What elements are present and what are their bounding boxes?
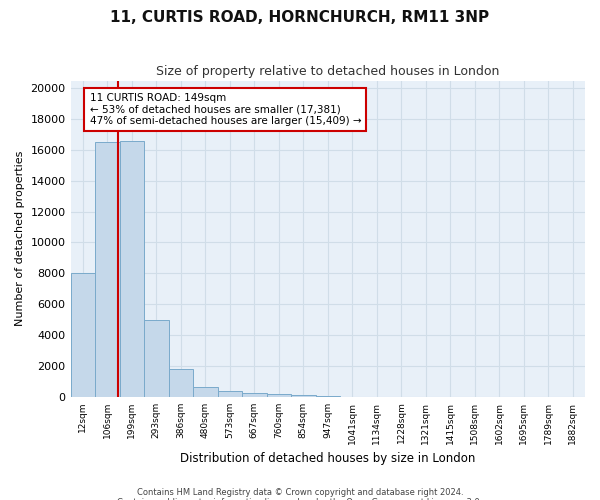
Bar xyxy=(193,388,218,396)
Text: Contains public sector information licensed under the Open Government Licence v3: Contains public sector information licen… xyxy=(118,498,482,500)
Bar xyxy=(242,394,266,396)
Text: 11, CURTIS ROAD, HORNCHURCH, RM11 3NP: 11, CURTIS ROAD, HORNCHURCH, RM11 3NP xyxy=(110,10,490,25)
Title: Size of property relative to detached houses in London: Size of property relative to detached ho… xyxy=(156,65,499,78)
Text: Contains HM Land Registry data © Crown copyright and database right 2024.: Contains HM Land Registry data © Crown c… xyxy=(137,488,463,497)
Bar xyxy=(169,369,193,396)
Bar xyxy=(119,140,144,396)
Bar xyxy=(266,394,291,396)
X-axis label: Distribution of detached houses by size in London: Distribution of detached houses by size … xyxy=(180,452,475,465)
Y-axis label: Number of detached properties: Number of detached properties xyxy=(15,151,25,326)
Bar xyxy=(95,142,119,397)
Text: 11 CURTIS ROAD: 149sqm
← 53% of detached houses are smaller (17,381)
47% of semi: 11 CURTIS ROAD: 149sqm ← 53% of detached… xyxy=(89,93,361,126)
Bar xyxy=(218,392,242,396)
Bar xyxy=(291,395,316,396)
Bar xyxy=(144,320,169,396)
Bar xyxy=(71,272,95,396)
